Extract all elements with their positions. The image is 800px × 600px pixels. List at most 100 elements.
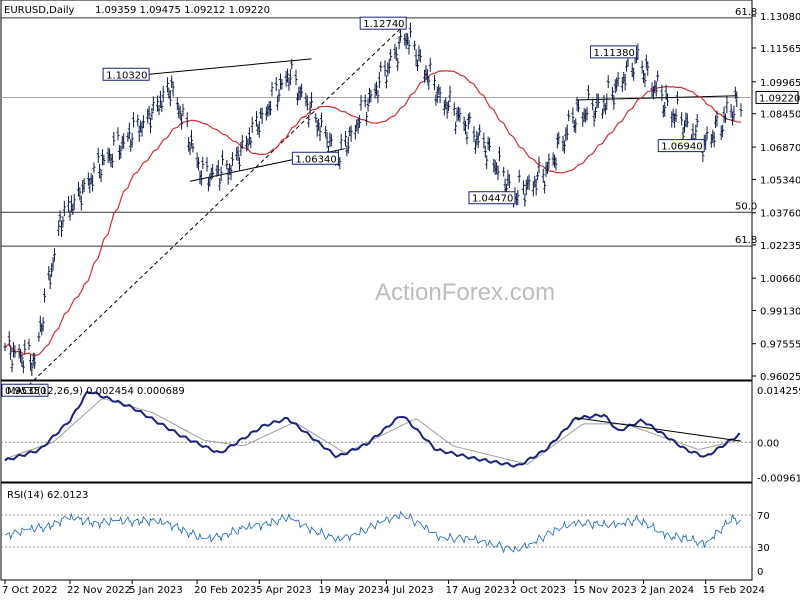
ohlc-bar <box>478 124 482 136</box>
ohlc-bar <box>160 101 164 113</box>
ohlc-bar <box>452 102 456 116</box>
ohlc-bar <box>601 108 605 119</box>
price-label-box <box>102 67 150 81</box>
date-axis-label: 15 Nov 2023 <box>573 585 637 596</box>
ohlc-bar <box>735 91 739 107</box>
ohlc-bar <box>536 171 540 181</box>
ohlc-bar <box>178 106 182 120</box>
ohlc-bar <box>543 180 547 194</box>
ohlc-bar <box>545 161 549 175</box>
ohlc-bar <box>562 140 566 154</box>
ohlc-bar <box>229 165 233 181</box>
ohlc-bar <box>723 113 727 123</box>
price-label: 1.06340 <box>291 151 339 165</box>
macd-signal-line <box>4 398 740 465</box>
ohlc-bar <box>664 84 668 101</box>
ohlc-bar <box>725 96 729 114</box>
ohlc-bar <box>574 118 578 134</box>
ohlc-bar <box>554 157 558 171</box>
ohlc-bar <box>654 81 658 97</box>
ohlc-bar <box>376 90 380 104</box>
ohlc-bar <box>643 72 647 88</box>
ohlc-bar <box>219 166 223 182</box>
ohlc-bar <box>158 90 162 108</box>
last-price-box <box>755 90 799 104</box>
ohlc-bar <box>47 266 51 280</box>
price-label-text: 1.06940 <box>661 142 702 153</box>
ohlc-bar <box>188 142 192 156</box>
ohlc-bar <box>288 69 292 86</box>
ohlc-bar <box>62 200 66 217</box>
ohlc-bar <box>577 100 581 113</box>
ohlc-bar <box>329 133 333 147</box>
ohlc-bar <box>482 132 486 149</box>
ohlc-bar <box>349 125 353 142</box>
ohlc-bar <box>394 47 398 61</box>
ohlc-bar <box>10 359 14 373</box>
ohlc-bar <box>37 332 41 342</box>
ohlc-bar <box>408 22 412 38</box>
ohlc-bar <box>269 101 273 116</box>
ohlc-bar <box>280 78 284 90</box>
ohlc-bar <box>180 114 184 130</box>
ohlc-bar <box>640 60 644 74</box>
ohlc-bar <box>448 85 452 103</box>
ohlc-bar <box>407 39 411 55</box>
ohlc-bar <box>396 57 400 71</box>
ohlc-bar <box>294 69 298 86</box>
price-label-text: 1.06340 <box>295 154 336 165</box>
date-axis-label: 5 Jan 2023 <box>129 585 183 596</box>
ohlc-bar <box>666 93 670 107</box>
ohlc-bar <box>472 126 476 143</box>
ohlc-bar <box>116 127 120 141</box>
ohlc-bar <box>632 67 636 81</box>
ohlc-bar <box>156 95 160 112</box>
price-label-text: 0.95350 <box>5 386 46 397</box>
date-axis-label: 2 Jan 2024 <box>641 585 695 596</box>
ohlc-bar <box>191 142 195 153</box>
ohlc-bar <box>610 87 614 100</box>
ohlc-bar <box>82 178 86 193</box>
price-axis-label: 0.97555 <box>760 340 800 351</box>
date-axis-label: 2 Oct 2023 <box>511 585 566 596</box>
ohlc-bar <box>165 77 169 93</box>
fib-level-label: 50.0 <box>735 201 757 212</box>
ohlc-bar <box>527 174 531 191</box>
ohlc-bar <box>343 130 347 147</box>
ohlc-bar <box>663 101 667 117</box>
ohlc-bar <box>369 89 373 103</box>
ohlc-bar <box>603 104 607 115</box>
ohlc-bar <box>387 58 391 74</box>
ohlc-bar <box>691 123 695 141</box>
rsi-line <box>4 510 742 554</box>
ohlc-bar <box>246 138 250 151</box>
macd-axis-label: 0.014259 <box>757 386 800 397</box>
ohlc-bar <box>141 115 145 129</box>
ohlc-bar <box>286 68 290 83</box>
macd-panel-title: MACD(12,26,9) 0.002454 0.000689 <box>7 386 185 397</box>
ohlc-bar <box>414 49 418 67</box>
ohlc-bar <box>346 136 350 154</box>
ohlc-bar <box>660 84 664 102</box>
ohlc-bar <box>33 353 37 369</box>
ohlc-bar <box>695 114 699 128</box>
ohlc-bar <box>729 104 733 118</box>
ohlc-bar <box>132 112 136 128</box>
price-label-box <box>468 191 516 205</box>
ohlc-bar <box>363 94 367 108</box>
fib-level-label: 61.8 <box>735 235 757 246</box>
ohlc-bar <box>201 156 205 170</box>
ohlc-bar <box>171 81 175 97</box>
ohlc-bar <box>379 61 383 72</box>
ohlc-bar <box>623 74 627 91</box>
ohlc-bar <box>592 110 596 127</box>
ohlc-bar <box>418 49 422 63</box>
price-label: 1.04470 <box>468 191 516 205</box>
ohlc-bar <box>384 75 388 89</box>
ohlc-bar <box>705 126 709 140</box>
ohlc-bar <box>458 107 462 123</box>
ohlc-bar <box>9 345 13 360</box>
ohlc-bar <box>308 101 312 116</box>
ohlc-bar <box>199 170 203 186</box>
ohlc-bar <box>383 60 387 77</box>
